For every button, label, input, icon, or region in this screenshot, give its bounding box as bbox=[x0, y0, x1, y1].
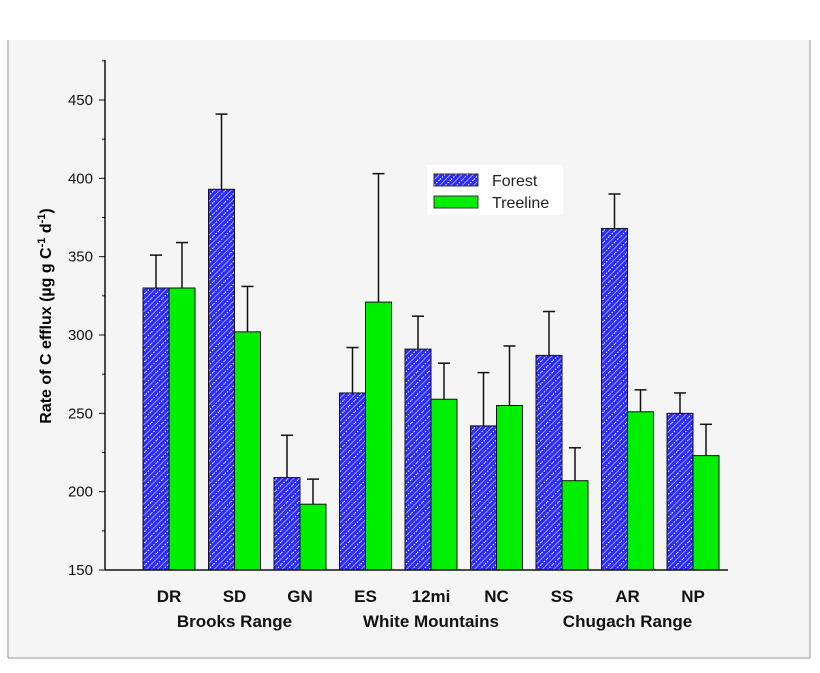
legend: Forest Treeline bbox=[427, 165, 563, 215]
bar-forest-ss bbox=[535, 354, 563, 571]
group-label: White Mountains bbox=[363, 612, 499, 631]
x-tick-label: SS bbox=[551, 587, 574, 606]
group-label: Chugach Range bbox=[563, 612, 692, 631]
bar-forest-dr bbox=[142, 287, 170, 571]
y-tick-label: 250 bbox=[68, 405, 93, 422]
bar-forest-12mi bbox=[404, 348, 432, 571]
bar-treeline-nc bbox=[496, 405, 523, 571]
bar-treeline-gn bbox=[299, 503, 327, 571]
bar-treeline-12mi bbox=[430, 398, 458, 571]
bar-treeline-dr bbox=[168, 287, 196, 571]
bar-forest-np bbox=[666, 412, 694, 571]
x-tick-label: SD bbox=[223, 587, 247, 606]
bar-forest-gn bbox=[273, 477, 301, 571]
legend-label-forest: Forest bbox=[492, 173, 538, 190]
y-tick-label: 450 bbox=[68, 92, 93, 109]
y-axis-label: Rate of C efflux (µg g C-1 d-1) bbox=[36, 208, 55, 423]
y-tick-label: 400 bbox=[68, 170, 93, 187]
bar-treeline-ar bbox=[627, 411, 654, 571]
x-tick-label: 12mi bbox=[412, 587, 451, 606]
legend-swatch-forest bbox=[433, 173, 479, 187]
x-tick-label: NP bbox=[681, 587, 705, 606]
y-tick-label: 200 bbox=[68, 484, 93, 501]
x-tick-label: ES bbox=[354, 587, 377, 606]
bar-treeline-np bbox=[692, 455, 720, 571]
x-tick-label: GN bbox=[287, 587, 313, 606]
bar-treeline-es bbox=[365, 301, 392, 571]
y-tick-label: 150 bbox=[68, 562, 93, 579]
y-tick-label: 350 bbox=[68, 249, 93, 266]
bar-forest-ar bbox=[601, 227, 628, 571]
bar-treeline-sd bbox=[234, 331, 261, 571]
group-label: Brooks Range bbox=[177, 612, 292, 631]
legend-label-treeline: Treeline bbox=[492, 195, 549, 212]
x-tick-label: DR bbox=[157, 587, 182, 606]
y-tick-label: 300 bbox=[68, 327, 93, 344]
x-tick-label: NC bbox=[484, 587, 509, 606]
bar-treeline-ss bbox=[561, 480, 589, 571]
bar-forest-sd bbox=[208, 188, 235, 571]
bar-forest-nc bbox=[470, 425, 497, 571]
legend-swatch-treeline bbox=[433, 195, 479, 209]
x-tick-label: AR bbox=[615, 587, 640, 606]
bar-forest-es bbox=[339, 392, 366, 571]
